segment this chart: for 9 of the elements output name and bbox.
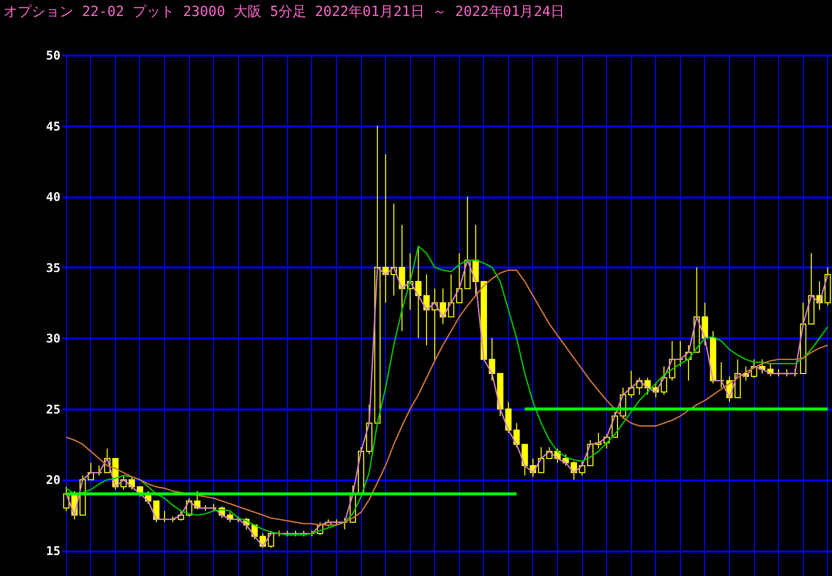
y-tick-label: 35 [46, 260, 60, 275]
y-tick-label: 50 [46, 48, 60, 62]
y-tick-label: 25 [46, 402, 60, 416]
y-tick-label: 45 [46, 119, 60, 134]
y-tick-label: 40 [46, 190, 60, 204]
y-tick-label: 20 [46, 473, 60, 488]
chart-title: オプション 22-02 プット 23000 大阪 5分足 2022年01月21日 ～ 2022年01月24日 [4, 4, 565, 20]
y-tick-label: 15 [46, 544, 60, 558]
y-tick-label: 30 [46, 332, 60, 346]
